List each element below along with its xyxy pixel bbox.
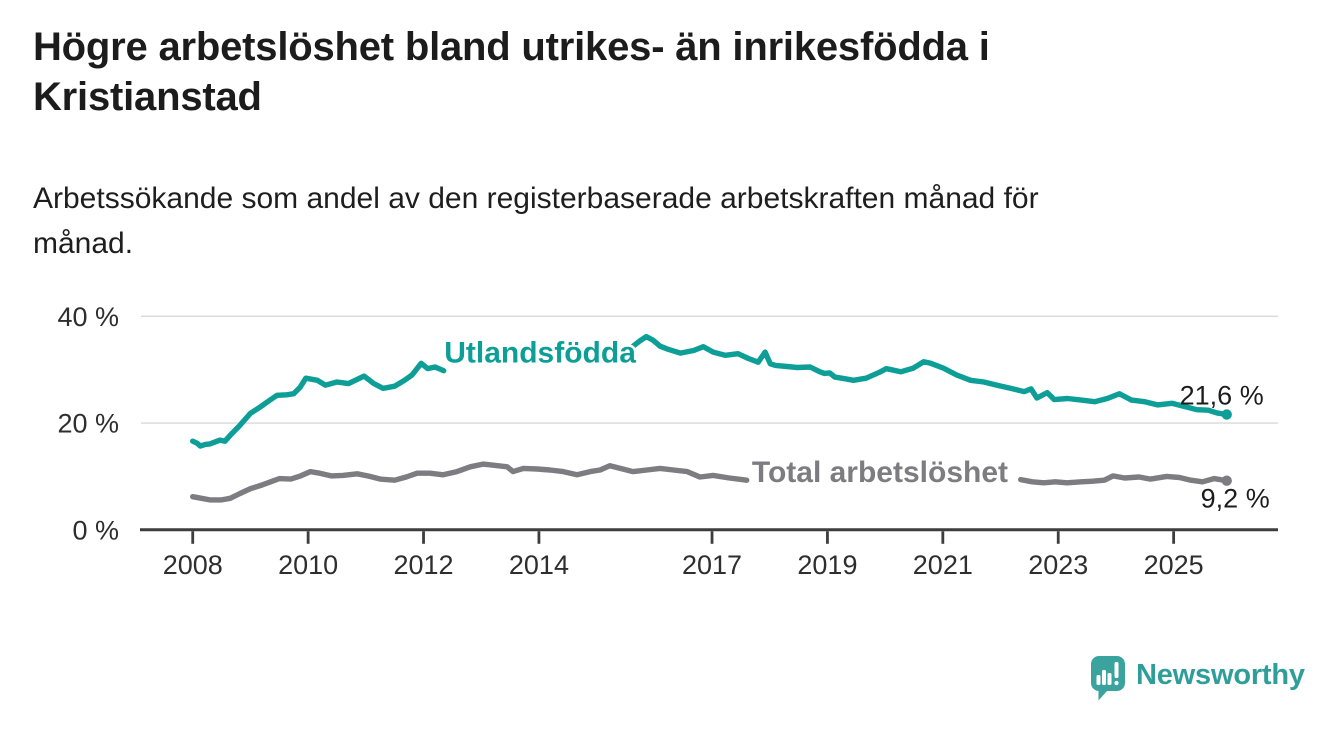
series-end-dot-0	[1221, 409, 1232, 420]
y-tick-label: 0 %	[72, 515, 119, 545]
series-end-dot-1	[1221, 475, 1232, 486]
y-tick-label: 40 %	[57, 302, 119, 332]
series-line-1-seg-0	[189, 461, 750, 503]
x-tick-label: 2021	[913, 550, 973, 580]
series-inline-label-0: Utlandsfödda	[444, 337, 636, 370]
gridlines-layer	[141, 315, 1278, 424]
series-line-0-seg-1	[629, 333, 1230, 418]
x-tick-label: 2010	[278, 550, 338, 580]
x-tick-label: 2017	[682, 550, 742, 580]
series-line-1-seg-1	[1018, 473, 1230, 486]
newsworthy-logo: Newsworthy	[1091, 656, 1305, 702]
series-end-value-label-1: 9,2 %	[1201, 484, 1270, 514]
x-tick-label: 2023	[1028, 550, 1088, 580]
x-tick-label: 2019	[797, 550, 857, 580]
x-tick-label: 2014	[509, 550, 569, 580]
series-layer	[189, 333, 1232, 503]
series-line-0-seg-0	[189, 360, 447, 449]
y-tick-label: 20 %	[57, 409, 119, 439]
x-tick-label: 2012	[393, 550, 453, 580]
newsworthy-logo-icon	[1091, 656, 1125, 701]
series-end-value-label-0: 21,6 %	[1180, 381, 1264, 411]
x-tick-label: 2025	[1144, 550, 1204, 580]
series-inline-label-1: Total arbetslöshet	[752, 456, 1008, 489]
axis-layer	[140, 528, 1278, 544]
labels-layer: 0 % 20 % 40 % 2008 2010 2012 2014 2017 2019 2021 2…	[57, 302, 1269, 580]
chart-subtitle: Arbetssökande som andel av den registerb…	[33, 182, 1039, 260]
newsworthy-logo-text: Newsworthy	[1136, 659, 1305, 691]
x-tick-label: 2008	[163, 550, 223, 580]
page-title: Högre arbetslöshet bland utrikes- än inr…	[33, 25, 990, 119]
logo-bar-chart-icon	[1096, 662, 1119, 686]
